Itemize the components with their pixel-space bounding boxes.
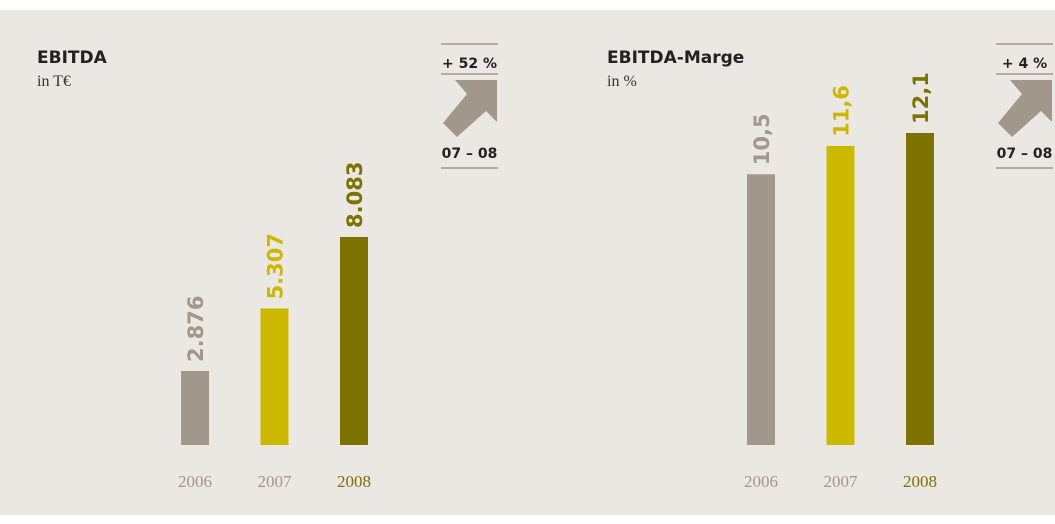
x-tick-label: 2008 [337,472,371,491]
x-tick-label: 2006 [178,472,212,491]
bar [260,308,289,445]
value-label: 8.083 [343,162,367,228]
value-label: 5.307 [264,233,288,299]
bar [181,370,209,445]
arrow-icon [443,80,497,137]
chart-title: EBITDA-Marge [607,48,744,68]
x-tick-label: 2007 [824,472,859,491]
x-tick-label: 2008 [903,472,937,491]
x-tick-label: 2006 [744,472,778,491]
arrow-icon [998,80,1052,137]
badge-change: + 52 % [442,56,497,72]
badge-period: 07 – 08 [997,146,1053,162]
bar [826,145,855,445]
value-label: 10,5 [750,113,774,165]
value-label: 2.876 [184,296,208,362]
chart-subtitle: in % [607,73,637,90]
bar [747,174,775,445]
chart-title: EBITDA [37,48,108,68]
x-tick-label: 2007 [258,472,293,491]
background [0,10,1055,515]
bar [906,133,934,445]
bar [340,237,368,445]
badge-change: + 4 % [1002,56,1047,72]
badge-period: 07 – 08 [442,146,498,162]
chart-subtitle: in T€ [37,73,71,90]
value-label: 11,6 [830,85,854,137]
value-label: 12,1 [909,72,933,124]
